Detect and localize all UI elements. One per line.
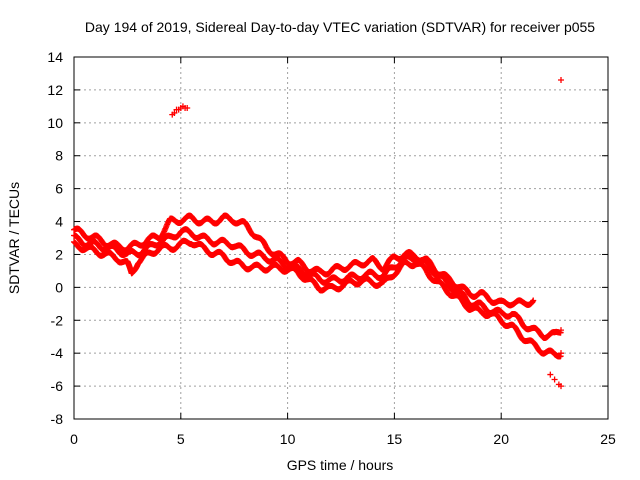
- data-point: [558, 350, 565, 357]
- data-point: [558, 383, 565, 390]
- x-tick-label: 15: [387, 431, 403, 447]
- series-lower-track: [71, 237, 565, 360]
- x-tick-label: 10: [280, 431, 296, 447]
- y-tick-label: 6: [55, 181, 63, 197]
- x-tick-label: 0: [70, 431, 78, 447]
- x-tick-label: 20: [493, 431, 509, 447]
- x-tick-label: 5: [177, 431, 185, 447]
- y-tick-label: 8: [55, 148, 63, 164]
- data-point: [184, 105, 191, 112]
- data-point: [530, 297, 537, 304]
- y-tick-label: 2: [55, 246, 63, 262]
- y-tick-label: -8: [51, 411, 64, 427]
- data-point: [558, 327, 565, 334]
- y-tick-label: 10: [47, 115, 63, 131]
- y-tick-label: 12: [47, 82, 63, 98]
- x-axis-label: GPS time / hours: [287, 457, 394, 473]
- y-tick-label: -2: [51, 312, 64, 328]
- x-tick-label: 25: [600, 431, 616, 447]
- y-tick-label: 0: [55, 279, 63, 295]
- y-tick-label: 4: [55, 214, 63, 230]
- series-middle-track: [71, 226, 565, 342]
- y-axis: -8 -6 -4 -2 0 2 4 6 8 10 12 14: [47, 49, 608, 427]
- data-point: [547, 371, 554, 378]
- y-tick-label: -6: [51, 378, 64, 394]
- data-point: [558, 77, 565, 84]
- series-outliers: [169, 77, 565, 390]
- y-tick-label: -4: [51, 345, 64, 361]
- x-axis: 0 5 10 15 20 25: [70, 57, 616, 447]
- data-point: [171, 109, 178, 116]
- y-tick-label: 14: [47, 49, 63, 65]
- data-points: [71, 77, 565, 390]
- chart-title: Day 194 of 2019, Sidereal Day-to-day VTE…: [85, 19, 595, 35]
- y-axis-label: SDTVAR / TECUs: [6, 182, 22, 294]
- data-point: [551, 376, 558, 383]
